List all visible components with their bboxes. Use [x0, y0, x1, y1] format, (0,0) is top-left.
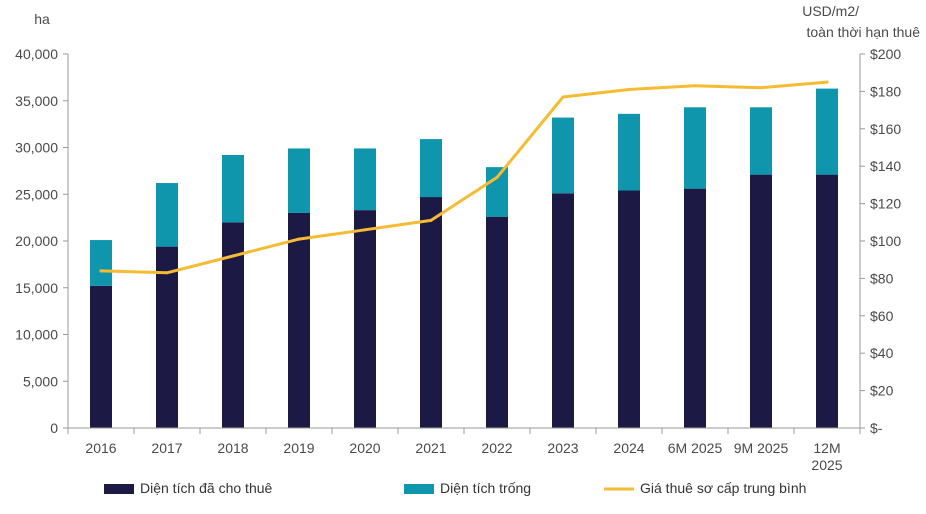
- x-tick-label: 2022: [481, 440, 512, 456]
- x-tick-label: 2024: [613, 440, 644, 456]
- rent-point: [363, 228, 367, 232]
- legend-label-rent: Giá thuê sơ cấp trung bình: [640, 480, 806, 496]
- rent-point: [759, 86, 763, 90]
- left-tick-label: 25,000: [15, 186, 58, 202]
- rent-line-path: [99, 80, 829, 275]
- rent-point: [693, 84, 697, 88]
- bar-vacant: [156, 183, 178, 247]
- bar-vacant: [684, 107, 706, 189]
- bar-leased: [618, 190, 640, 428]
- x-tick-label: 2018: [217, 440, 248, 456]
- rent-point: [561, 95, 565, 99]
- rent-point: [165, 271, 169, 275]
- bar-vacant: [816, 88, 838, 175]
- left-tick-label: 5,000: [23, 373, 58, 389]
- bar-vacant: [354, 148, 376, 211]
- bar-vacant: [750, 107, 772, 175]
- right-tick-label: $-: [870, 420, 883, 436]
- bar-vacant: [486, 167, 508, 217]
- legend-label-vacant: Diện tích trống: [440, 480, 531, 496]
- x-tick-label: 2020: [349, 440, 380, 456]
- x-tick-label: 12M 2025: [811, 440, 842, 473]
- left-tick-label: 30,000: [15, 140, 58, 156]
- bar-vacant: [90, 240, 112, 286]
- bar-leased: [90, 285, 112, 428]
- left-tick-label: 20,000: [15, 233, 58, 249]
- x-tick-label: 2021: [415, 440, 446, 456]
- left-tick-label: 35,000: [15, 93, 58, 109]
- right-tick-label: $180: [870, 83, 901, 99]
- bar-vacant: [288, 148, 310, 213]
- x-tick-label: 9M 2025: [734, 440, 789, 456]
- bar-leased: [684, 188, 706, 428]
- bar-leased: [486, 216, 508, 428]
- right-tick-label: $160: [870, 121, 901, 137]
- right-tick-label: $100: [870, 233, 901, 249]
- right-axis: $- $20 $40 $60 $80 $100 $120 $140 $160 $180 $200: [859, 46, 901, 436]
- bar-leased: [750, 174, 772, 428]
- right-tick-label: $200: [870, 46, 901, 62]
- bar-vacant: [420, 139, 442, 198]
- left-axis: 0 5,000 10,000 15,000 20,000 25,000 30,000 35,0…: [15, 46, 69, 436]
- left-tick-label: 0: [50, 420, 58, 436]
- right-tick-label: $20: [870, 383, 894, 399]
- x-tick-label: 2023: [547, 440, 578, 456]
- rent-line: [99, 80, 829, 275]
- legend-swatch-vacant: [404, 484, 434, 494]
- bar-leased: [354, 210, 376, 428]
- right-tick-label: $120: [870, 196, 901, 212]
- legend-swatch-leased: [104, 484, 134, 494]
- bar-vacant: [222, 154, 244, 223]
- rent-point: [627, 88, 631, 92]
- right-tick-label: $140: [870, 158, 901, 174]
- bar-leased: [420, 197, 442, 428]
- rent-point: [429, 218, 433, 222]
- right-tick-label: $60: [870, 308, 894, 324]
- right-tick-label: $40: [870, 345, 894, 361]
- right-axis-title-line-2: toàn thời hạn thuê: [807, 24, 921, 40]
- left-tick-label: 10,000: [15, 327, 58, 343]
- left-axis-title: ha: [34, 11, 50, 27]
- rent-point: [495, 175, 499, 179]
- rent-point: [825, 80, 829, 84]
- rent-point: [231, 254, 235, 258]
- x-axis: 2016 2017 2018 2019 2020 2021 2022 2023 2024 6M 2…: [67, 427, 861, 473]
- bar-leased: [288, 212, 310, 428]
- right-axis-title-line-1: USD/m2/: [802, 3, 859, 19]
- legend-label-leased: Diện tích đã cho thuê: [140, 480, 273, 496]
- bar-leased: [552, 193, 574, 428]
- bar-vacant: [552, 117, 574, 194]
- bar-leased: [816, 174, 838, 428]
- bar-vacant: [618, 113, 640, 191]
- x-tick-label: 2017: [151, 440, 182, 456]
- right-tick-label: $80: [870, 270, 894, 286]
- rent-point: [99, 269, 103, 273]
- left-tick-label: 40,000: [15, 46, 58, 62]
- x-tick-label: 6M 2025: [668, 440, 723, 456]
- x-tick-label: 2016: [85, 440, 116, 456]
- left-tick-label: 15,000: [15, 280, 58, 296]
- rent-point: [297, 237, 301, 241]
- bar-leased: [222, 222, 244, 428]
- legend: Diện tích đã cho thuê Diện tích trống Gi…: [104, 480, 806, 496]
- x-tick-label: 2019: [283, 440, 314, 456]
- bars: [90, 88, 838, 428]
- bar-leased: [156, 246, 178, 428]
